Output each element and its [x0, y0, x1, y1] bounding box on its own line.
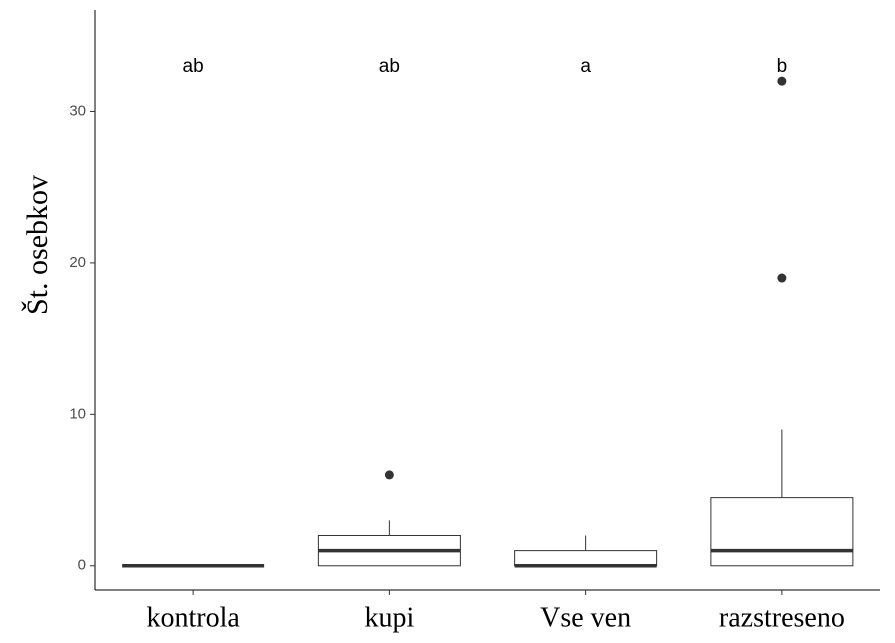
x-tick-label: kupi — [364, 602, 414, 633]
outlier — [384, 470, 394, 480]
y-tick-label: 30 — [69, 102, 86, 119]
x-tick-label: razstreseno — [719, 602, 845, 633]
group-letter: a — [580, 56, 591, 77]
y-axis-label: Št. osebkov — [21, 175, 54, 315]
group-letter: ab — [183, 56, 204, 77]
box — [710, 497, 854, 567]
x-tick-label: Vse ven — [540, 602, 631, 633]
x-tick-label: kontrola — [146, 602, 240, 633]
box — [514, 550, 658, 567]
y-tick-label: 10 — [69, 405, 86, 422]
y-tick-label: 20 — [69, 254, 86, 271]
outlier — [777, 76, 787, 86]
y-tick-label: 0 — [78, 557, 86, 574]
outlier — [777, 273, 787, 283]
group-letter: ab — [379, 56, 400, 77]
group-letter: b — [777, 56, 788, 77]
